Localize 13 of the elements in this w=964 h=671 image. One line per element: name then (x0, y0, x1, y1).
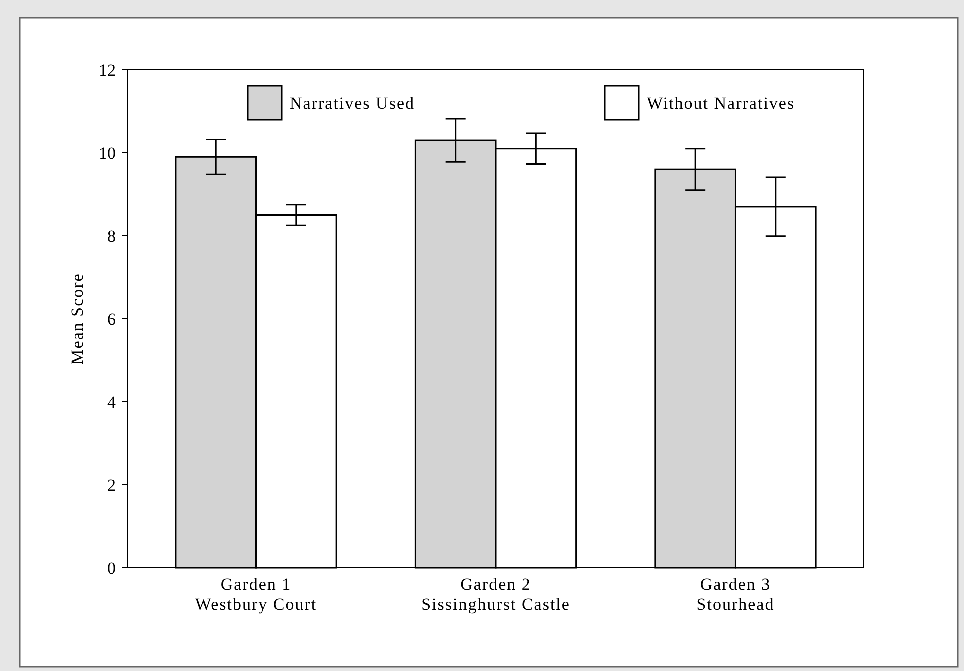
y-tick-label: 2 (108, 476, 116, 495)
legend-label: Narratives Used (290, 94, 415, 113)
legend-label: Without Narratives (647, 94, 796, 113)
y-axis-title: Mean Score (68, 273, 87, 365)
x-tick-label: Garden 2 Sissinghurst Castle (422, 575, 570, 614)
y-tick-label: 0 (108, 558, 116, 578)
x-tick-label: Garden 3 Stourhead (696, 575, 775, 614)
y-tick-label: 10 (99, 144, 116, 163)
y-tick-label: 6 (108, 310, 116, 329)
y-tick-label: 12 (99, 60, 116, 80)
y-tick-label: 4 (108, 392, 116, 412)
x-tick-label: Garden 1 Westbury Court (195, 575, 318, 614)
y-tick-label: 8 (108, 226, 116, 246)
